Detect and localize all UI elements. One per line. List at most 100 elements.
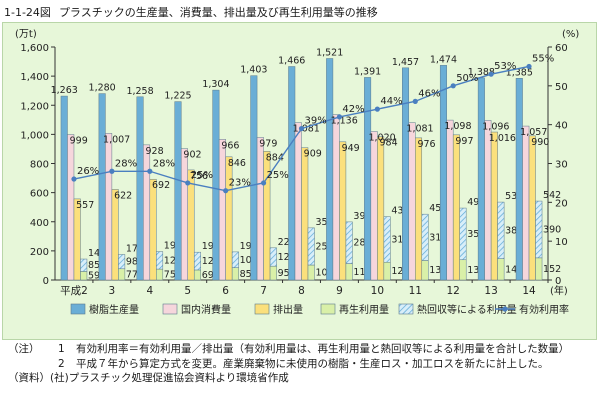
label-discharge: 984	[380, 138, 398, 149]
label-stack-total: 542	[543, 190, 561, 201]
label-effective-rate: 28%	[153, 158, 175, 169]
x-tick-label: 10	[371, 285, 384, 297]
label-recycled: 139	[467, 265, 485, 276]
label-recycled: 103	[316, 268, 334, 279]
bar-production	[60, 95, 68, 281]
label-consumption: 1,007	[103, 134, 130, 145]
label-stack-total: 358	[316, 217, 334, 228]
label-stack-total: 494	[467, 197, 485, 208]
label-production: 1,474	[430, 54, 457, 65]
label-consumption: 999	[70, 136, 88, 147]
bar-discharge	[452, 134, 460, 281]
note-label: （注）	[8, 343, 40, 355]
bar-recycled	[383, 261, 391, 281]
bar-production	[288, 66, 296, 281]
line-point-effective-rate	[450, 83, 456, 89]
label-production: 1,385	[506, 67, 533, 78]
x-unit: (年)	[550, 284, 568, 297]
bar-consumption	[256, 137, 264, 281]
label-discharge: 756	[190, 171, 208, 182]
label-heat-recovery: 313	[391, 234, 409, 245]
label-discharge: 990	[531, 137, 549, 148]
legend-label: 有効利用率	[519, 303, 569, 316]
label-recycled: 85	[240, 269, 252, 280]
x-tick-label: 7	[260, 285, 267, 297]
label-heat-recovery: 98	[126, 257, 138, 268]
line-point-effective-rate	[374, 106, 380, 112]
label-heat-recovery: 388	[505, 225, 523, 236]
label-consumption: 979	[259, 138, 277, 149]
label-heat-recovery: 355	[467, 229, 485, 240]
bar-consumption	[408, 122, 416, 281]
bar-consumption	[294, 122, 302, 281]
label-heat-recovery: 120	[164, 255, 182, 266]
label-production: 1,263	[51, 85, 78, 96]
legend-swatch	[254, 303, 270, 315]
label-production: 1,280	[89, 83, 116, 94]
x-tick-label: 11	[409, 285, 422, 297]
legend-label: 再生利用量	[339, 303, 389, 316]
legend-swatch	[320, 303, 336, 315]
line-point-effective-rate	[412, 98, 418, 104]
label-effective-rate: 26%	[77, 166, 99, 177]
label-consumption: 966	[221, 140, 239, 151]
line-point-effective-rate	[185, 180, 191, 186]
source-text: (社)プラスチック処理促進協会資料より環境省作成	[50, 372, 289, 384]
y-right-tick-label: 0	[555, 276, 561, 287]
label-heat-recovery: 108	[240, 255, 258, 266]
bar-consumption	[218, 139, 226, 281]
label-consumption: 1,081	[406, 124, 433, 135]
chart-panel: 0 200 400 600 800 1,000 1,200 1,400 1,600 0 10 20 30…	[2, 22, 597, 340]
bar-discharge	[528, 135, 536, 281]
label-discharge: 997	[455, 136, 473, 147]
bar-recycled	[80, 271, 88, 281]
label-effective-rate: 46%	[418, 88, 440, 99]
bar-heat-recovery	[231, 251, 239, 268]
label-heat-recovery: 390	[543, 224, 561, 235]
label-production: 1,521	[316, 48, 343, 59]
bar-recycled	[193, 269, 201, 281]
note-1-text: 有効利用率＝有効利用量／排出量（有効利用量は、再生利用量と熱回収等による利用量を…	[76, 343, 570, 355]
line-point-effective-rate	[336, 114, 343, 120]
x-tick-label: 13	[484, 285, 497, 297]
label-effective-rate: 25%	[191, 170, 213, 181]
bar-heat-recovery	[269, 247, 277, 267]
label-production: 1,225	[164, 91, 191, 102]
y-left-unit: (万t)	[15, 29, 37, 40]
legend-swatch	[398, 303, 414, 315]
label-stack-total: 221	[278, 237, 296, 248]
label-recycled: 75	[164, 270, 176, 281]
bar-production	[174, 101, 182, 281]
label-recycled: 69	[202, 270, 214, 281]
legend-swatch	[162, 303, 178, 315]
bar-recycled	[156, 268, 164, 281]
label-recycled: 59	[88, 271, 100, 282]
bar-consumption	[67, 134, 75, 281]
bar-consumption	[446, 119, 454, 281]
plastic-chart: 0 200 400 600 800 1,000 1,200 1,400 1,600 0 10 20 30…	[15, 29, 579, 316]
line-point-effective-rate	[488, 71, 494, 77]
y-left-tick-label: 1,400	[20, 72, 49, 83]
label-discharge: 557	[76, 200, 94, 211]
x-tick-label: 6	[222, 285, 229, 297]
label-discharge: 1,016	[489, 133, 516, 144]
bar-consumption	[332, 114, 340, 281]
bar-discharge	[187, 169, 195, 281]
label-production: 1,403	[240, 65, 267, 76]
bar-production	[364, 77, 372, 281]
y-right-tick-label: 10	[555, 237, 568, 248]
line-point-effective-rate	[71, 176, 77, 182]
label-effective-rate: 39%	[305, 116, 327, 127]
legend-swatch	[70, 303, 86, 315]
label-effective-rate: 55%	[532, 53, 554, 64]
bar-recycled	[269, 265, 277, 281]
label-stack-total: 399	[353, 211, 371, 222]
bar-heat-recovery	[497, 201, 505, 259]
label-stack-total: 195	[164, 241, 182, 252]
label-production: 1,466	[278, 56, 305, 67]
bar-consumption	[105, 133, 113, 281]
x-tick-label: 12	[447, 285, 460, 297]
label-stack-total: 193	[240, 241, 258, 252]
bar-heat-recovery	[421, 213, 429, 261]
bar-production	[212, 89, 220, 281]
